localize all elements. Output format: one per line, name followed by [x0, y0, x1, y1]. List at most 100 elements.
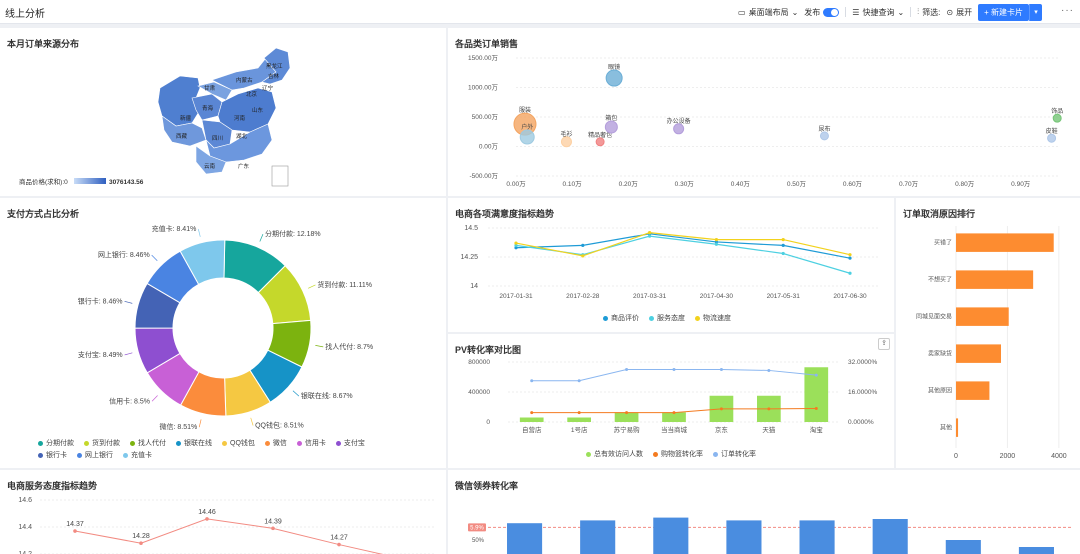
y-tick-label: 买错了: [934, 239, 952, 247]
point-label: 精品奢包: [588, 131, 612, 139]
legend-item[interactable]: 购物篮转化率: [653, 449, 703, 459]
publish-toggle[interactable]: 发布: [804, 7, 840, 18]
series-point: [672, 411, 676, 415]
legend-item[interactable]: 微信: [264, 438, 287, 448]
legend-item[interactable]: 服务态度: [649, 313, 685, 323]
point-label: 毛衫: [560, 130, 572, 138]
legend-item[interactable]: 总有效访问人数: [586, 449, 643, 459]
divider: [845, 7, 847, 17]
divider: [910, 7, 912, 17]
label-leader: [315, 345, 324, 348]
data-label: 14.46: [198, 509, 216, 516]
legend-item[interactable]: 找人代付: [130, 438, 166, 448]
legend-swatch: [123, 452, 128, 458]
pie-card: 支付方式占比分析 分期付款: 12.18% 货到付款: 11.11% 找人代付: 8…: [0, 198, 446, 468]
series-point: [625, 368, 629, 371]
card-title: 微信领券转化率: [455, 481, 519, 491]
legend-item[interactable]: 货到付款: [84, 438, 120, 448]
y-tick-label: 1000.00万: [468, 84, 498, 92]
legend-swatch: [77, 452, 82, 458]
more-icon[interactable]: ···: [1061, 5, 1074, 16]
point-label: 办公设备: [667, 117, 691, 125]
label-leader: [308, 284, 316, 289]
legend-item[interactable]: 支付宝: [335, 438, 365, 448]
legend-item[interactable]: 分期付款: [38, 438, 74, 448]
legend-label: 订单转化率: [721, 451, 756, 458]
legend-swatch: [335, 440, 341, 446]
legend-label: QQ钱包: [230, 440, 255, 447]
legend-swatch: [222, 440, 227, 446]
legend-item[interactable]: 网上银行: [77, 450, 113, 460]
card-title: 各品类订单销售: [455, 39, 519, 49]
x-tick-label: 0.20万: [619, 180, 639, 188]
y-tick-label: 14: [470, 283, 478, 290]
series-point: [848, 253, 852, 257]
map-label: 山东: [252, 106, 264, 114]
export-icon[interactable]: ⇪: [878, 338, 890, 350]
legend-item[interactable]: 商品评价: [603, 313, 639, 323]
map-legend-gradient: [74, 178, 106, 184]
x-tick-label: 0.30万: [675, 180, 695, 188]
quick-query-button[interactable]: ☰ 快捷查询 ⌄: [852, 7, 904, 18]
map-label: 吉林: [268, 72, 280, 80]
series-line: [74, 518, 384, 554]
y-tick-label: -500.00万: [469, 172, 498, 180]
bar: [956, 418, 959, 437]
legend-item[interactable]: 银联在线: [176, 438, 212, 448]
bar: [519, 417, 544, 422]
data-label: 14.39: [264, 518, 282, 525]
card-title: 电商服务态度指标趋势: [7, 481, 98, 491]
legend-item[interactable]: QQ钱包: [222, 438, 255, 448]
y-tick-label: 50%: [472, 538, 485, 544]
new-card-dropdown-button[interactable]: ▾: [1029, 3, 1042, 21]
satisfaction-card: 电商各项满意度指标趋势 14.5 14.25 14 2017-01-31 2017-02…: [448, 198, 894, 332]
series-point: [337, 542, 341, 547]
series-point: [767, 407, 771, 411]
series-point: [714, 240, 718, 244]
donut-slice: [179, 239, 226, 286]
point-label: 尿布: [818, 125, 830, 133]
legend-label: 充值卡: [131, 452, 152, 459]
slice-label: 货到付款: 11.11%: [317, 280, 372, 289]
label-leader: [124, 352, 133, 356]
legend-item[interactable]: 订单转化率: [713, 449, 756, 459]
filter-button[interactable]: ⫶ 筛选:: [917, 7, 940, 18]
series-point: [514, 243, 518, 247]
top-bar: 线上分析 ▭ 桌面端布局 ⌄ 发布 ☰ 快捷查询 ⌄ ⫶ 筛选: ⊙ 展开 + …: [0, 0, 1080, 24]
new-card-button[interactable]: + 新建卡片: [978, 3, 1029, 21]
series-point: [648, 231, 652, 235]
series-point: [581, 254, 585, 258]
legend-item[interactable]: 充值卡: [123, 450, 152, 460]
y-tick-label: 14.4: [18, 524, 32, 531]
slice-label: 银联在线: 8.67%: [301, 391, 353, 400]
map-label: 湖北: [236, 132, 248, 140]
legend-label: 银联在线: [184, 440, 212, 447]
toggle-switch[interactable]: [823, 7, 840, 17]
y-tick-label: 14.6: [18, 497, 32, 504]
legend-item[interactable]: 信用卡: [296, 438, 326, 448]
series-point: [577, 411, 581, 415]
series-point: [577, 379, 581, 383]
series-point: [714, 242, 718, 246]
map-region-southwest[interactable]: [195, 145, 227, 175]
legend-item[interactable]: 银行卡: [38, 450, 67, 460]
map-region-gansu[interactable]: [197, 81, 233, 101]
card-title: 支付方式占比分析: [7, 209, 80, 219]
legend-item[interactable]: 物流速度: [695, 313, 731, 323]
pv-combo-chart: 800000 32.0000% 400000 16.0000% 0 0.0000% 自营店 1…: [468, 359, 877, 434]
donut-chart: 分期付款: 12.18% 货到付款: 11.11% 找人代付: 8.7% 银联在线: …: [78, 224, 373, 431]
y2-tick-label: 32.0000%: [848, 359, 877, 366]
map-region-northeast[interactable]: [261, 47, 291, 85]
scatter-point: [819, 131, 829, 141]
point-label: 户外: [521, 123, 533, 131]
x-tick-label: 0: [954, 453, 958, 460]
series-line: [515, 232, 851, 257]
series-point: [814, 407, 818, 410]
legend-swatch: [649, 315, 654, 321]
cancel-card: 订单取消原因排行 0 2000 4000 买错了 不想买了 同城见面交易 卖家缺货 其他原因其…: [896, 198, 1080, 468]
legend-swatch: [603, 315, 608, 321]
x-tick-label: 4000: [1051, 453, 1067, 460]
y-tick-label: 同城见面交易: [916, 313, 952, 321]
layout-switch[interactable]: ▭ 桌面端布局 ⌄: [738, 7, 798, 18]
expand-button[interactable]: ⊙ 展开: [946, 7, 972, 18]
